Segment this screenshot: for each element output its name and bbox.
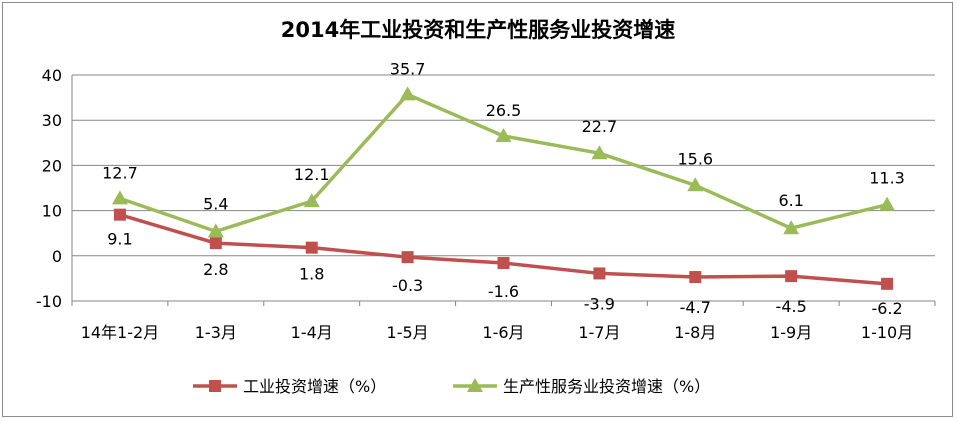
y-tick-label: 10 bbox=[42, 202, 62, 221]
data-label: 6.1 bbox=[778, 191, 803, 210]
x-tick-label: 1-7月 bbox=[578, 323, 620, 342]
data-label: 9.1 bbox=[107, 230, 132, 249]
data-point-marker bbox=[497, 257, 510, 270]
legend-label: 工业投资增速（%） bbox=[243, 377, 386, 396]
data-label: -3.9 bbox=[584, 294, 615, 313]
data-point-marker bbox=[879, 196, 896, 211]
data-label: -0.3 bbox=[392, 276, 423, 295]
data-point-marker bbox=[783, 220, 800, 235]
data-point-marker bbox=[689, 271, 702, 284]
data-point-marker bbox=[305, 241, 318, 254]
data-label: 11.3 bbox=[869, 169, 905, 188]
x-tick-label: 1-9月 bbox=[770, 323, 812, 342]
data-point-marker bbox=[495, 128, 512, 143]
y-tick-label: -10 bbox=[36, 292, 62, 311]
data-label: -4.7 bbox=[680, 298, 711, 317]
y-tick-label: 40 bbox=[42, 66, 62, 85]
data-point-marker bbox=[111, 190, 128, 205]
legend-marker bbox=[467, 378, 483, 392]
data-point-marker bbox=[593, 267, 606, 280]
y-tick-label: 20 bbox=[42, 156, 62, 175]
data-point-marker bbox=[113, 208, 126, 221]
data-label: 12.7 bbox=[102, 163, 138, 182]
data-label: 26.5 bbox=[486, 101, 522, 120]
data-label: -4.5 bbox=[776, 297, 807, 316]
grid-lines bbox=[72, 74, 935, 302]
axes: -10 0 10 20 30 40 14年1-2月 1-3月 1-4月 1-5月 1-6月 1-7月 1… bbox=[36, 66, 936, 342]
chart-frame bbox=[2, 2, 953, 417]
data-point-marker bbox=[209, 237, 222, 250]
legend-marker bbox=[209, 380, 221, 392]
data-point-marker bbox=[401, 251, 414, 264]
data-label: 35.7 bbox=[390, 59, 426, 78]
y-tick-label: 30 bbox=[42, 111, 62, 130]
x-tick-label: 1-10月 bbox=[861, 323, 913, 342]
data-labels: 9.1 2.8 1.8 -0.3 -1.6 -3.9 -4.7 -4.5 -6.2 12.7 5.4… bbox=[102, 59, 905, 317]
data-label: -6.2 bbox=[871, 299, 902, 318]
x-tick-label: 1-6月 bbox=[482, 323, 524, 342]
data-point-marker bbox=[881, 277, 894, 290]
legend-label: 生产性服务业投资增速（%） bbox=[503, 377, 710, 396]
x-tick-label: 1-8月 bbox=[674, 323, 716, 342]
data-point-marker bbox=[687, 177, 704, 192]
data-point-marker bbox=[207, 223, 224, 238]
data-label: 5.4 bbox=[203, 194, 228, 213]
data-point-marker bbox=[591, 145, 608, 160]
x-tick-label: 14年1-2月 bbox=[81, 323, 160, 342]
series-lines bbox=[111, 86, 896, 290]
data-label: 2.8 bbox=[203, 260, 228, 279]
x-tick-label: 1-5月 bbox=[387, 323, 429, 342]
chart-title: 2014年工业投资和生产性服务业投资增速 bbox=[281, 18, 675, 42]
data-point-marker bbox=[303, 193, 320, 208]
x-tick-label: 1-3月 bbox=[195, 323, 237, 342]
data-label: 1.8 bbox=[299, 265, 324, 284]
x-tick-label: 1-4月 bbox=[291, 323, 333, 342]
data-label: -1.6 bbox=[488, 282, 519, 301]
data-label: 22.7 bbox=[582, 117, 618, 136]
data-label: 15.6 bbox=[677, 149, 713, 168]
y-tick-label: 0 bbox=[52, 247, 62, 266]
data-point-marker bbox=[399, 86, 416, 101]
data-point-marker bbox=[785, 270, 798, 283]
legend: 工业投资增速（%） 生产性服务业投资增速（%） bbox=[193, 377, 710, 396]
data-label: 12.1 bbox=[294, 165, 330, 184]
